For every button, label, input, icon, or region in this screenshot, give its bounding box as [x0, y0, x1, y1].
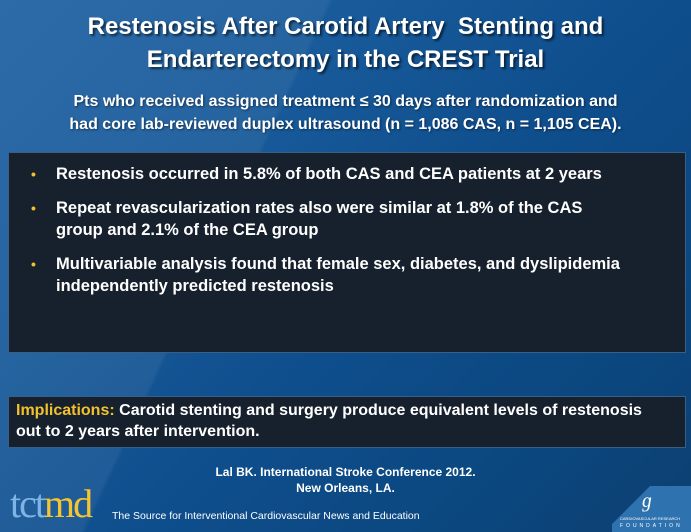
findings-box: • Restenosis occurred in 5.8% of both CAS…	[8, 152, 686, 353]
bullet-icon: •	[31, 200, 36, 216]
implications-paragraph: Implications: Carotid stenting and surge…	[16, 400, 656, 442]
crf-swirl-icon: ɡ	[642, 490, 652, 512]
finding-text: Multivariable analysis found that female…	[56, 255, 620, 295]
bullet-icon: •	[31, 256, 36, 272]
logo-tct: tct	[10, 481, 46, 526]
implications-box: Implications: Carotid stenting and surge…	[8, 396, 686, 448]
findings-list: • Restenosis occurred in 5.8% of both CAS…	[9, 153, 685, 297]
subtitle-line-2: had core lab-reviewed duplex ultrasound …	[69, 116, 622, 133]
slide-title: Restenosis After Carotid Artery Stenting…	[0, 10, 691, 76]
finding-item: • Multivariable analysis found that femal…	[9, 253, 626, 297]
subtitle-line-1: Pts who received assigned treatment ≤ 30…	[73, 93, 618, 110]
finding-text: Restenosis occurred in 5.8% of both CAS …	[56, 165, 602, 183]
citation-line-2: New Orleans, LA.	[296, 481, 395, 495]
finding-text: Repeat revascularization rates also were…	[56, 199, 583, 239]
implications-label: Implications:	[16, 402, 115, 419]
slide-subtitle: Pts who received assigned treatment ≤ 30…	[0, 90, 691, 136]
title-line-1: Restenosis After Carotid Artery Stenting…	[87, 13, 604, 40]
logo-md: md	[43, 481, 93, 526]
title-line-2: Endarterectomy in the CREST Trial	[146, 46, 545, 73]
finding-item: • Repeat revascularization rates also wer…	[9, 197, 626, 241]
crf-name: CARDIOVASCULAR RESEARCH	[620, 516, 681, 521]
implications-text: Carotid stenting and surgery produce equ…	[16, 402, 647, 440]
tctmd-logo: tctmd	[10, 481, 93, 526]
citation: Lal BK. International Stroke Conference …	[0, 464, 691, 496]
finding-item: • Restenosis occurred in 5.8% of both CAS…	[9, 163, 626, 185]
crf-foundation: FOUNDATION	[620, 523, 683, 529]
citation-line-1: Lal BK. International Stroke Conference …	[215, 465, 476, 479]
tagline: The Source for Interventional Cardiovasc…	[112, 510, 420, 522]
bullet-icon: •	[31, 166, 36, 182]
crf-logo: ɡ CARDIOVASCULAR RESEARCH FOUNDATION	[612, 486, 691, 532]
